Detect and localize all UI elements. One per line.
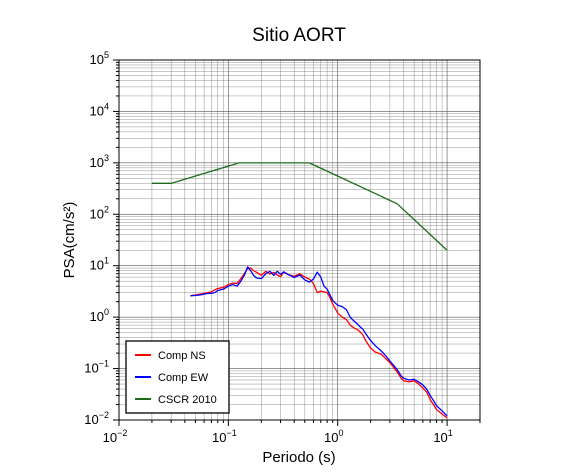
x-tick-label: 100 [324,428,343,445]
series-line-comp-ns [190,267,448,419]
legend-label: Comp EW [158,372,209,384]
y-tick-label: 105 [90,50,109,67]
y-tick-label: 100 [90,307,109,324]
y-tick-label: 101 [90,256,109,273]
series-line-comp-ew [190,266,448,417]
x-tick-labels: 10−2 10−1 100 101 [103,428,453,445]
chart-title: Sitio AORT [252,25,346,46]
y-axis-label: PSA(cm/s²) [61,202,78,279]
legend-label: CSCR 2010 [158,394,217,406]
y-tick-labels: 10−2 10−1 100 101 102 103 104 105 [84,50,109,427]
x-axis-label: Periodo (s) [262,449,335,466]
series-line-cscr-2010 [151,162,448,251]
x-tick-label: 10−2 [103,428,128,445]
y-tick-label: 10−1 [84,359,109,376]
y-tick-label: 104 [90,101,109,118]
series-layer [151,162,448,419]
x-tick-label: 10−1 [212,428,237,445]
legend: Comp NS Comp EW CSCR 2010 [125,340,230,414]
y-tick-label: 103 [90,153,109,170]
plot-frame [118,59,481,421]
y-tick-label: 10−2 [84,410,109,427]
x-tick-label: 101 [433,428,452,445]
axis-ticks [113,59,481,426]
legend-label: Comp NS [158,350,206,362]
y-tick-label: 102 [90,204,109,221]
